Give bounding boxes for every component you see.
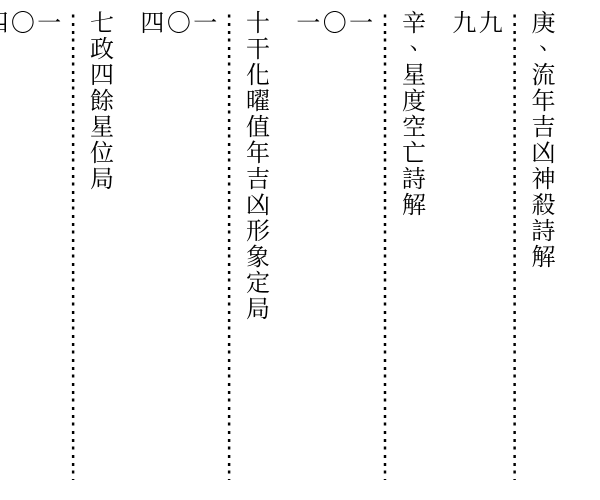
toc-entry: 七政四餘星位局⋮⋮⋮⋮⋮⋮⋮⋮⋮⋮⋮⋮⋮⋮⋮⋮⋮⋮⋮⋮⋮⋮⋮⋮一〇四 bbox=[0, 10, 115, 480]
entry-page: 一〇四 bbox=[139, 10, 218, 480]
entry-title: 辛、星度空亡詩解 bbox=[400, 10, 426, 480]
entry-dots: ⋮⋮⋮⋮⋮⋮⋮⋮⋮⋮⋮⋮⋮⋮⋮⋮⋮⋮⋮⋮⋮⋮⋮⋮ bbox=[374, 10, 400, 480]
entry-page: 一〇四 bbox=[0, 10, 62, 480]
entry-title: 七政四餘星位局 bbox=[88, 10, 114, 480]
entry-dots: ⋮⋮⋮⋮⋮⋮⋮⋮⋮⋮⋮⋮⋮⋮⋮⋮⋮⋮⋮⋮⋮⋮⋮⋮ bbox=[503, 10, 529, 480]
toc-entry: 辛、星度空亡詩解⋮⋮⋮⋮⋮⋮⋮⋮⋮⋮⋮⋮⋮⋮⋮⋮⋮⋮⋮⋮⋮⋮⋮⋮一〇一 bbox=[294, 10, 426, 480]
entry-title: 十干化曜值年吉凶形象定局 bbox=[244, 10, 270, 480]
toc-entry: 庚、流年吉凶神殺詩解⋮⋮⋮⋮⋮⋮⋮⋮⋮⋮⋮⋮⋮⋮⋮⋮⋮⋮⋮⋮⋮⋮⋮⋮九九 bbox=[450, 10, 556, 480]
toc-entry: 十干化曜值年吉凶形象定局⋮⋮⋮⋮⋮⋮⋮⋮⋮⋮⋮⋮⋮⋮⋮⋮⋮⋮⋮⋮⋮⋮⋮⋮一〇四 bbox=[139, 10, 271, 480]
entry-page: 九九 bbox=[450, 10, 503, 480]
entry-dots: ⋮⋮⋮⋮⋮⋮⋮⋮⋮⋮⋮⋮⋮⋮⋮⋮⋮⋮⋮⋮⋮⋮⋮⋮ bbox=[62, 10, 88, 480]
entry-dots: ⋮⋮⋮⋮⋮⋮⋮⋮⋮⋮⋮⋮⋮⋮⋮⋮⋮⋮⋮⋮⋮⋮⋮⋮ bbox=[218, 10, 244, 480]
entry-title: 庚、流年吉凶神殺詩解 bbox=[530, 10, 556, 480]
entry-page: 一〇一 bbox=[294, 10, 373, 480]
toc-container: 己、流年喜慶重逢⋮⋮⋮⋮⋮⋮⋮⋮⋮⋮⋮⋮⋮⋮⋮⋮⋮⋮⋮⋮⋮⋮⋮⋮九七庚、流年吉凶… bbox=[0, 0, 600, 500]
